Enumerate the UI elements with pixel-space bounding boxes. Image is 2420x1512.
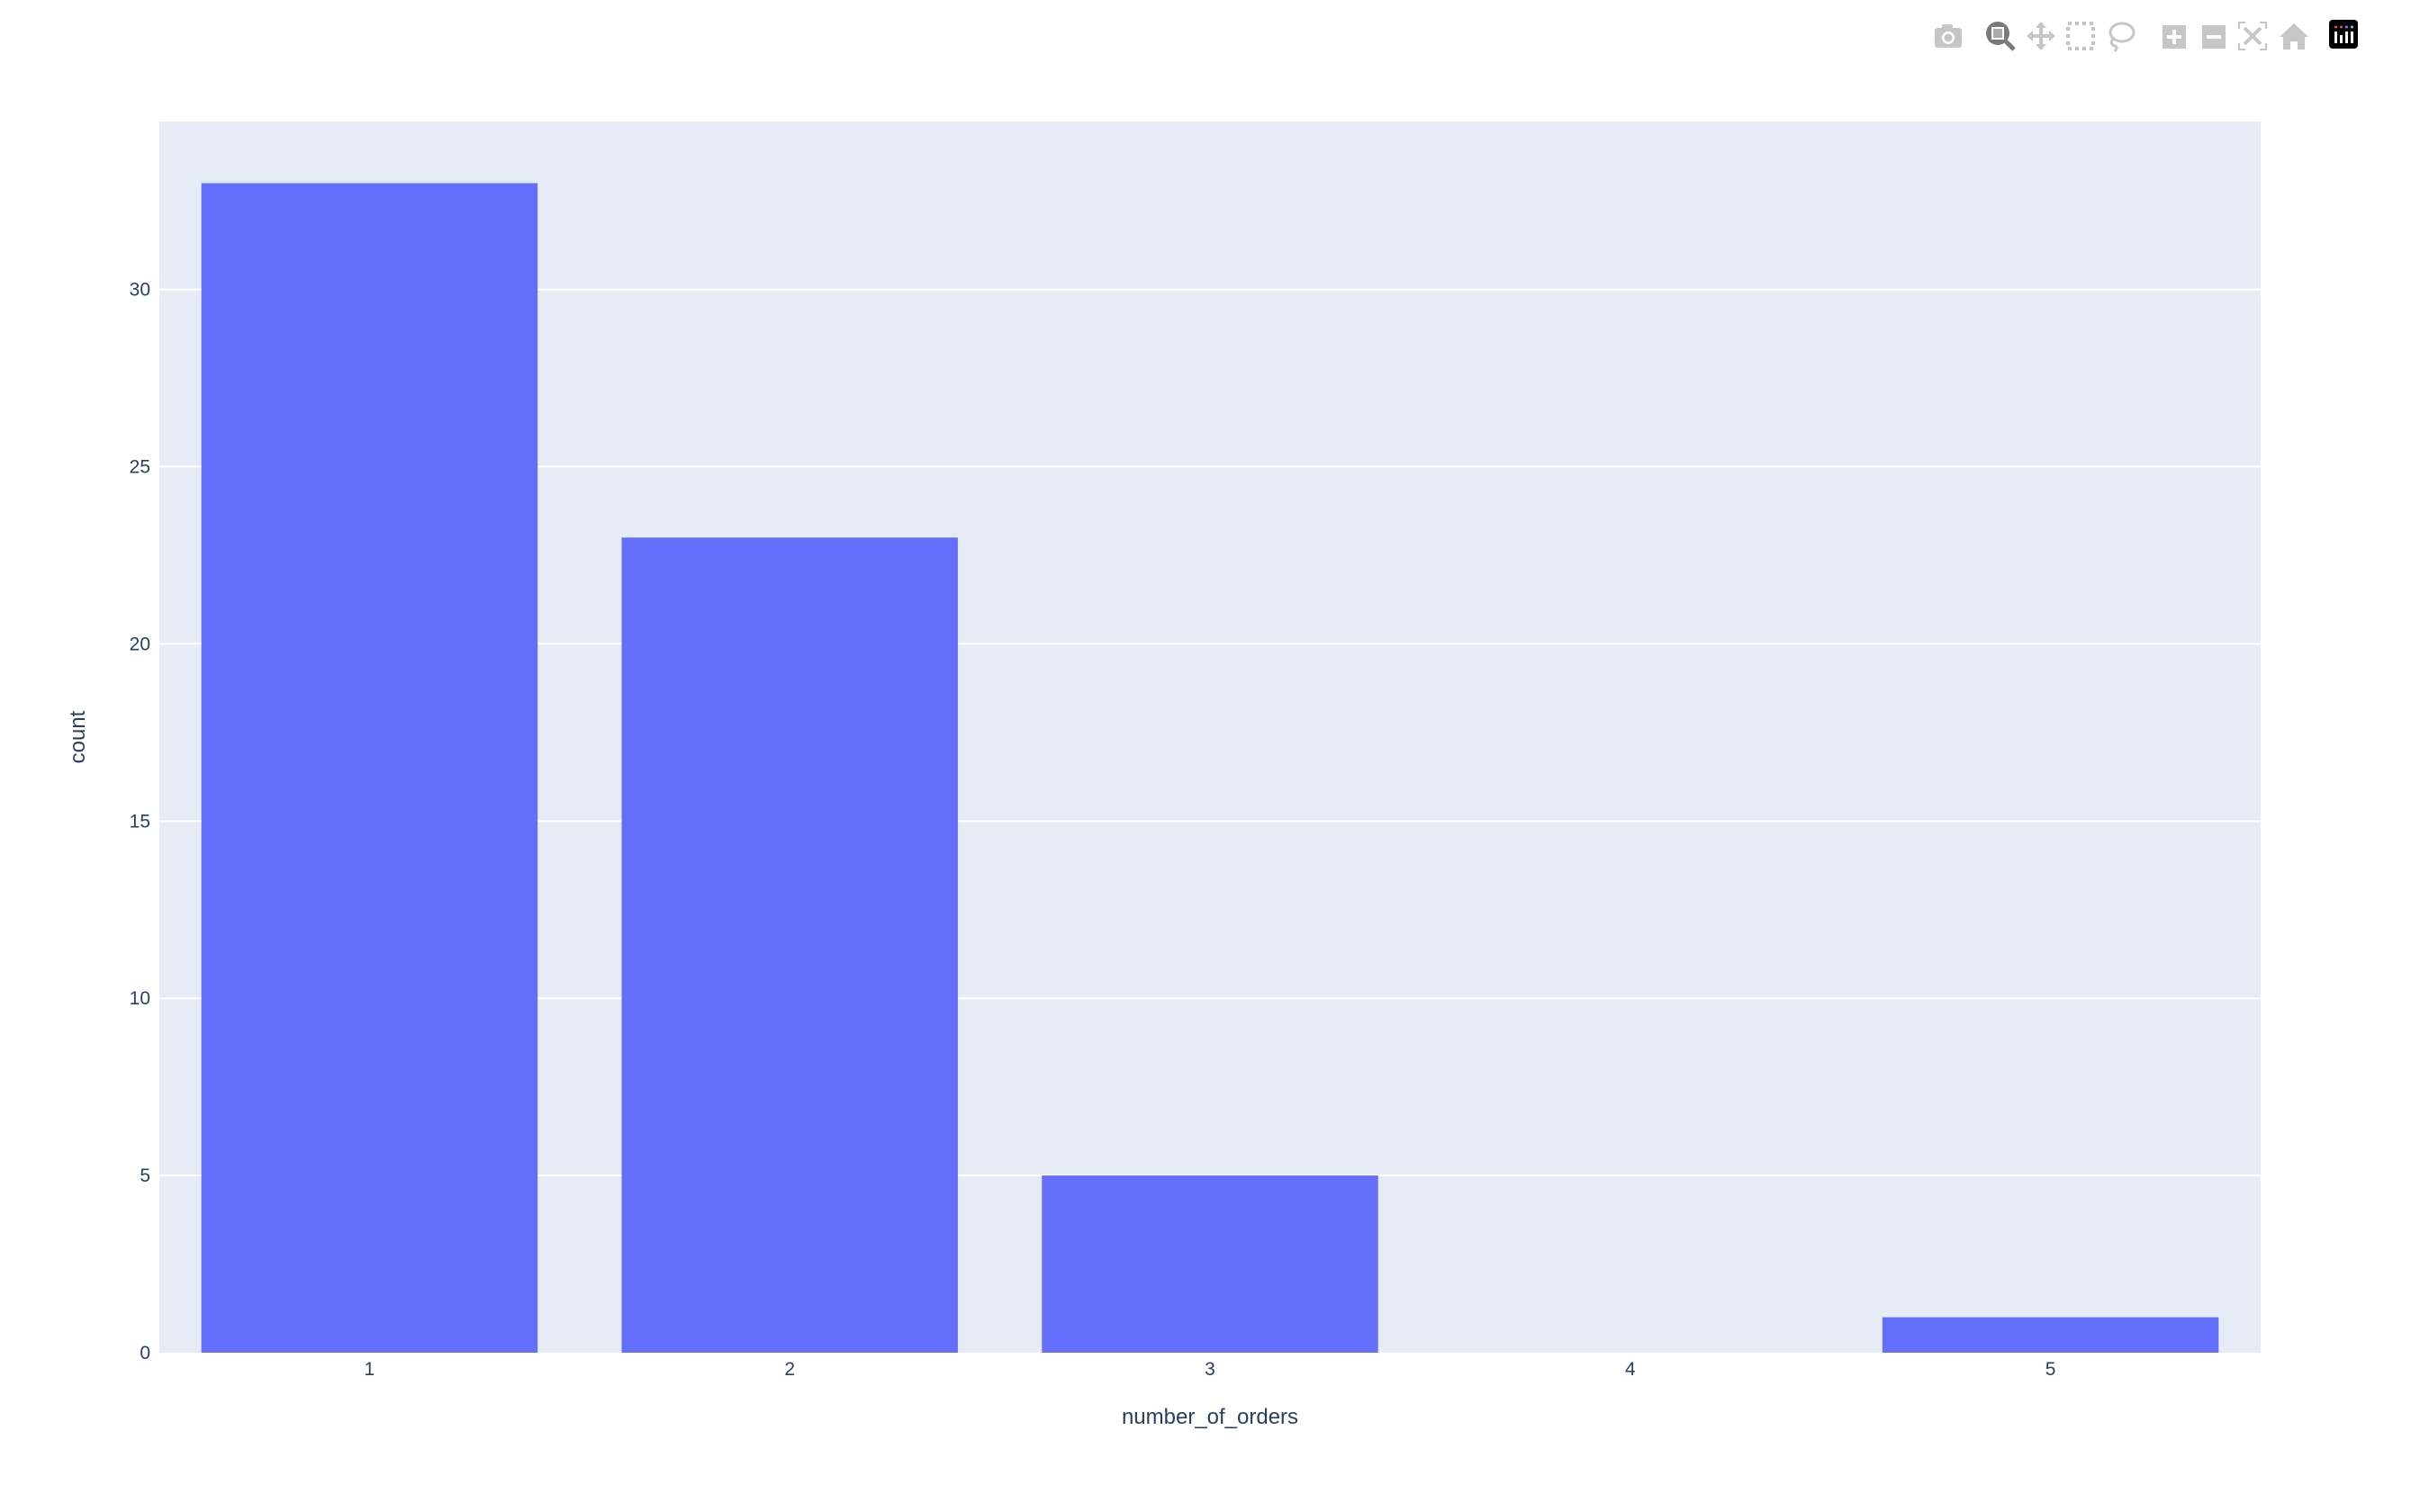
lasso-select-icon[interactable]	[2104, 20, 2136, 52]
plotly-logo-icon[interactable]	[2329, 20, 2361, 52]
zoom-icon[interactable]	[1984, 20, 2017, 52]
reset-axes-icon[interactable]	[2278, 20, 2310, 52]
x-tick-label: 1	[365, 1359, 375, 1380]
y-tick-label: 30	[130, 280, 150, 301]
bar-1[interactable]	[201, 183, 538, 1354]
y-tick-label: 15	[130, 811, 150, 832]
y-axis-ticks: 0 5 10 15 20 25 30	[130, 280, 150, 1364]
x-tick-label: 4	[1625, 1359, 1636, 1380]
zoom-out-icon[interactable]	[2199, 20, 2231, 52]
y-tick-label: 0	[140, 1343, 150, 1364]
y-tick-label: 10	[130, 988, 150, 1009]
x-axis-ticks: 1 2 3 4 5	[365, 1359, 2056, 1380]
bars	[201, 183, 2219, 1354]
y-tick-label: 5	[140, 1166, 150, 1186]
x-tick-label: 3	[1205, 1359, 1215, 1380]
box-select-icon[interactable]	[2064, 20, 2097, 52]
autoscale-icon[interactable]	[2236, 20, 2269, 52]
bar-2[interactable]	[621, 537, 958, 1353]
x-axis-title: number_of_orders	[1122, 1405, 1298, 1429]
y-tick-label: 25	[130, 457, 150, 478]
bar-3[interactable]	[1042, 1175, 1378, 1353]
y-axis-title: count	[66, 710, 90, 763]
bar-5[interactable]	[1882, 1317, 2219, 1353]
camera-icon[interactable]	[1932, 20, 1964, 52]
pan-icon[interactable]	[2025, 20, 2057, 52]
x-tick-label: 5	[2045, 1359, 2056, 1380]
zoom-in-icon[interactable]	[2159, 20, 2191, 52]
x-tick-label: 2	[784, 1359, 795, 1380]
y-tick-label: 20	[130, 634, 150, 654]
